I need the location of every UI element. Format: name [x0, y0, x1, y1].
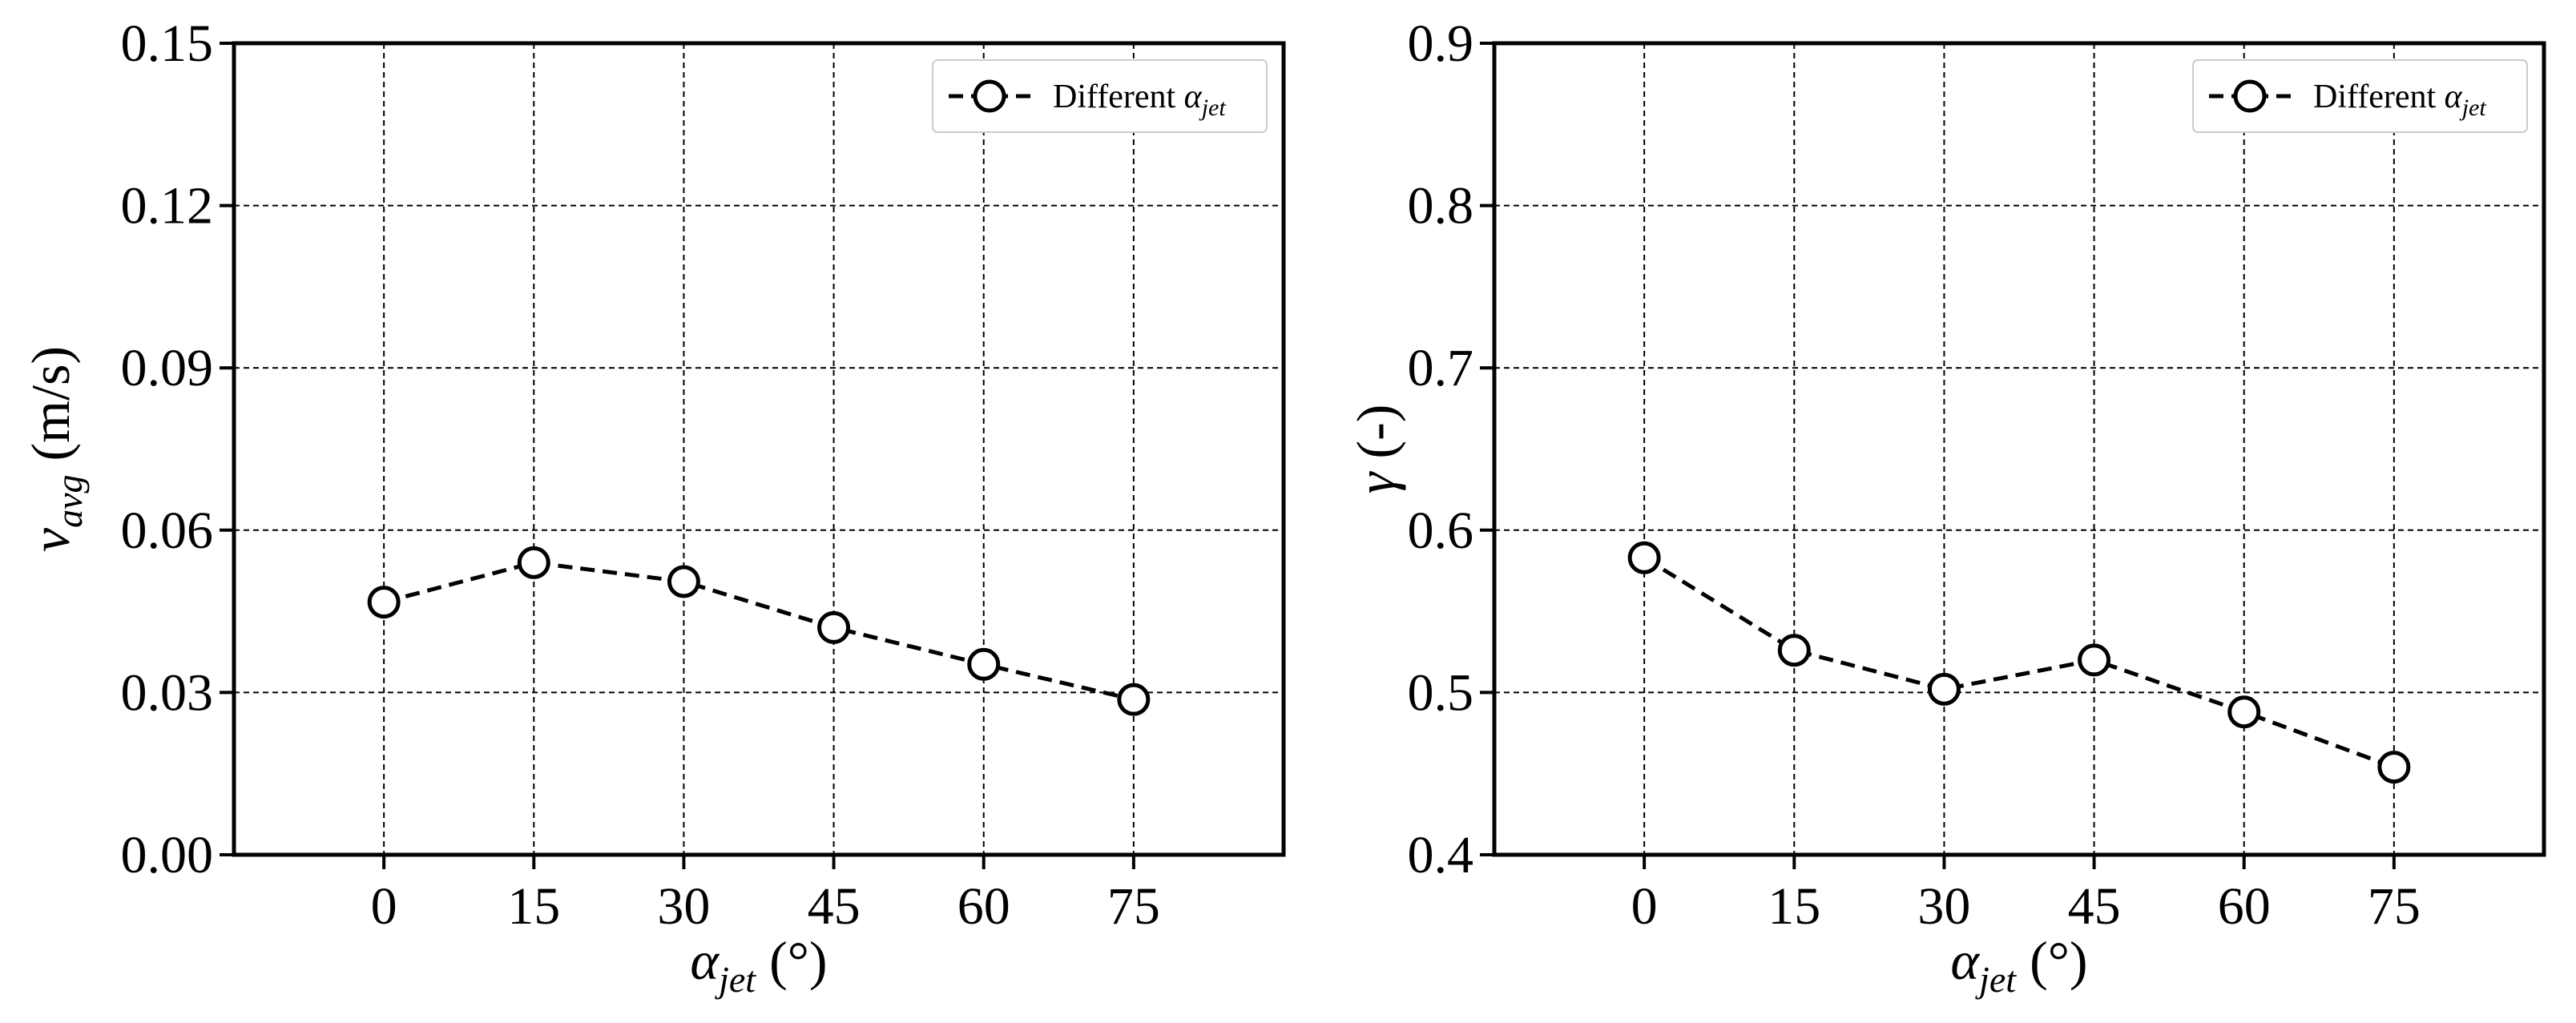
- legend-label: Different αjet: [2313, 79, 2486, 121]
- x-tick-label: 60: [957, 877, 1010, 936]
- x-axis-label: αjet (°): [1950, 930, 2087, 1000]
- y-tick-label: 0.03: [121, 663, 214, 722]
- y-tick-label: 0.4: [1408, 826, 1474, 884]
- y-tick-label: 0.06: [121, 501, 214, 560]
- x-tick-label: 0: [1631, 877, 1658, 936]
- x-tick-label: 15: [507, 877, 560, 936]
- y-tick-label: 0.7: [1408, 339, 1474, 397]
- data-point: [367, 586, 401, 619]
- x-tick-label: 75: [1107, 877, 1160, 936]
- chart-velocity-panel: 0 15 30 45 60 75 0.00 0.03 0.06 0.09 0.12 0.15 αjet …: [20, 14, 1286, 1000]
- series-line: [383, 560, 1135, 702]
- y-axis-label: γ (-): [1345, 405, 1406, 494]
- x-tick-label: 45: [2068, 877, 2121, 936]
- y-tick-label: 0.15: [121, 14, 214, 73]
- data-point: [1627, 541, 1661, 574]
- y-tick-label: 0.5: [1408, 663, 1474, 722]
- legend: Different αjet: [2192, 59, 2528, 133]
- data-point: [1117, 683, 1151, 716]
- legend-label: Different αjet: [1053, 79, 1226, 121]
- x-tick-label: 45: [808, 877, 861, 936]
- data-point: [1927, 672, 1961, 706]
- data-point: [817, 610, 851, 644]
- y-tick-label: 0.09: [121, 339, 214, 397]
- x-axis-label: αjet (°): [690, 930, 827, 1000]
- x-tick-label: 30: [657, 877, 710, 936]
- plot-frame: [1492, 41, 2546, 857]
- x-tick-label: 0: [371, 877, 397, 936]
- legend-marker: [973, 79, 1006, 113]
- data-point: [1777, 634, 1811, 667]
- chart-gamma-panel: 0 15 30 45 60 75 0.4 0.5 0.6 0.7 0.8 0.9 αjet (°) γ (…: [1345, 14, 2546, 1000]
- y-tick-label: 0.00: [121, 826, 214, 884]
- legend-marker: [2233, 79, 2267, 113]
- y-tick-label: 0.8: [1408, 177, 1474, 236]
- data-point: [2227, 695, 2261, 729]
- y-tick-label: 0.9: [1408, 14, 1474, 73]
- series-line: [1643, 556, 2395, 769]
- data-point: [667, 565, 700, 598]
- x-tick-label: 15: [1768, 877, 1820, 936]
- plot-frame: [232, 41, 1286, 857]
- x-tick-label: 75: [2368, 877, 2421, 936]
- legend-box: [932, 59, 1268, 133]
- x-tick-label: 30: [1917, 877, 1970, 936]
- legend: Different αjet: [932, 59, 1268, 133]
- legend-box: [2192, 59, 2528, 133]
- y-tick-label: 0.12: [121, 177, 214, 236]
- y-axis-label: vavg (m/s): [20, 346, 90, 552]
- data-point: [2078, 643, 2111, 677]
- data-point: [517, 546, 550, 579]
- data-point: [967, 647, 1001, 681]
- x-tick-label: 60: [2218, 877, 2271, 936]
- y-tick-label: 0.6: [1408, 501, 1474, 560]
- data-point: [2377, 751, 2411, 784]
